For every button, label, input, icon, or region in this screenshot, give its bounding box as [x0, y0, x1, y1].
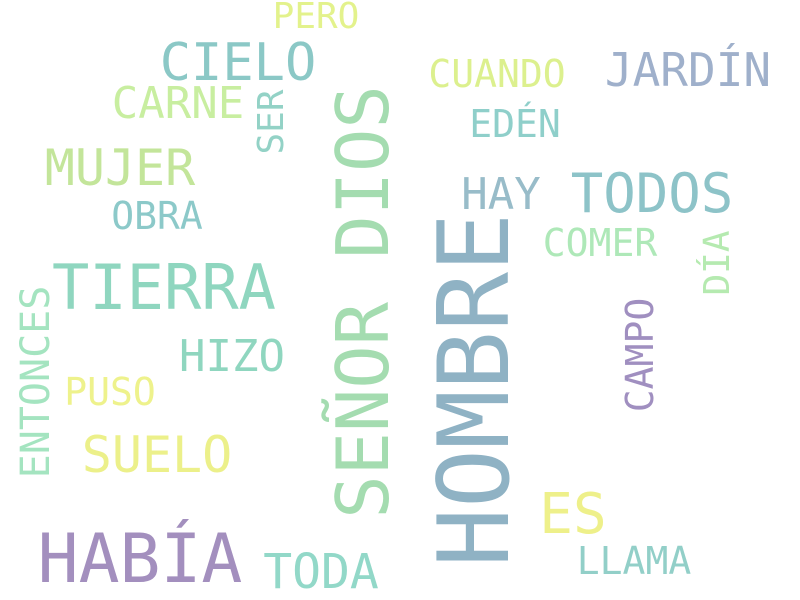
word-hizo: HIZO: [179, 331, 285, 382]
word-dia: DÍA: [697, 230, 738, 296]
word-tierra: TIERRA: [52, 251, 276, 324]
word-jardin: JARDÍN: [604, 43, 772, 97]
word-todos: TODOS: [570, 162, 734, 225]
word-hombre: HOMBRE: [418, 212, 532, 568]
word-es: ES: [539, 482, 607, 547]
word-mujer: MUJER: [44, 139, 196, 197]
word-senor-dios: SEÑOR DIOS: [321, 85, 405, 519]
word-hay: HAY: [461, 169, 541, 220]
word-habia: HABÍA: [37, 520, 243, 599]
word-suelo: SUELO: [81, 426, 233, 484]
word-eden: EDÉN: [469, 102, 561, 146]
word-carne: CARNE: [111, 78, 245, 129]
word-llama: LLAMA: [576, 539, 692, 583]
word-obra: OBRA: [111, 194, 203, 238]
word-toda: TODA: [263, 544, 379, 600]
word-ser: SER: [251, 89, 292, 155]
word-cielo: CIELO: [159, 33, 317, 93]
word-campo: CAMPO: [618, 297, 662, 413]
word-pero: PERO: [272, 0, 360, 37]
word-cuando: CUANDO: [428, 52, 566, 96]
word-entonces: ENTONCES: [13, 285, 59, 479]
word-comer: COMER: [542, 221, 658, 265]
word-puso: PUSO: [64, 370, 156, 414]
